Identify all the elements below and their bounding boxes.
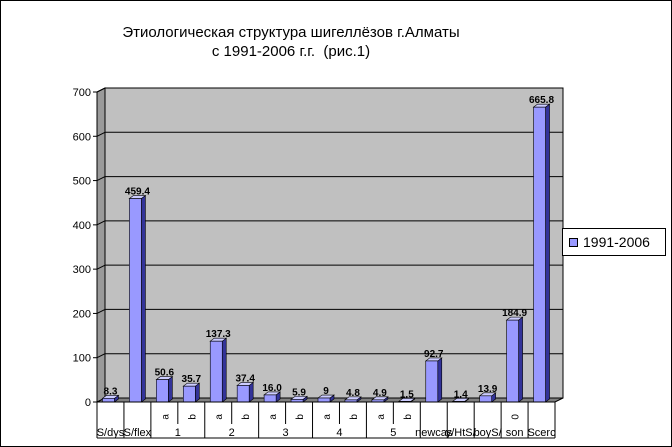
- y-tick-label: 0: [85, 397, 91, 409]
- x-sub-label: b: [403, 414, 414, 420]
- gridline-depth: [96, 87, 106, 93]
- gridline-depth: [96, 176, 106, 182]
- x-sub-label: a: [214, 414, 225, 420]
- data-label: 4.9: [373, 388, 387, 399]
- data-label: 459.4: [125, 187, 150, 198]
- y-tick-label: 300: [73, 264, 91, 276]
- gridline-depth: [96, 131, 106, 137]
- x-group-label: Scerc: [527, 427, 556, 439]
- bar-side: [248, 381, 254, 403]
- y-tick-label: 200: [73, 308, 91, 320]
- x-group-label: 3: [283, 427, 289, 439]
- bar-series: 8.3 459.4 50.6 35.7 137.3 37.4 16.0 5.9 9 4.8 4.9 1…: [101, 95, 554, 403]
- data-label: 8.3: [104, 386, 118, 397]
- y-tick-label: 700: [73, 87, 91, 99]
- gridline-depth: [96, 264, 106, 270]
- data-label: 92.7: [424, 349, 444, 360]
- x-sub-label: a: [376, 414, 387, 420]
- data-label: 50.6: [155, 368, 175, 379]
- x-group-label: son: [506, 427, 524, 439]
- x-group-label: 5: [390, 427, 396, 439]
- chart-title: Этиологическая структура шигеллёзов г.Ал…: [1, 23, 581, 61]
- legend-label: 1991-2006: [583, 234, 650, 250]
- y-tick-label: 600: [73, 131, 91, 143]
- bar-side: [545, 103, 550, 403]
- gridline-depth: [96, 220, 106, 226]
- bar: [209, 340, 223, 403]
- bar-side: [437, 357, 443, 403]
- data-label: 1.4: [454, 389, 468, 400]
- data-label: 13.9: [478, 384, 498, 395]
- chart-title-line1: Этиологическая структура шигеллёзов г.Ал…: [122, 24, 460, 41]
- x-group-label: boyS/: [474, 427, 503, 439]
- x-group-label: S/dys: [97, 427, 125, 439]
- data-label: 1.5: [400, 389, 414, 400]
- data-label: 16.0: [262, 383, 282, 394]
- plot-back-wall: [104, 87, 564, 399]
- x-sub-label: a: [160, 414, 171, 420]
- x-group-label: 2: [229, 427, 235, 439]
- bar: [156, 379, 169, 403]
- bar-side: [141, 194, 146, 403]
- data-label: 37.4: [235, 373, 255, 384]
- data-label: 5.9: [292, 387, 306, 398]
- legend-swatch: [569, 238, 578, 247]
- x-group-label: newcas: [415, 427, 453, 439]
- y-tick-label: 500: [73, 176, 91, 188]
- x-sub-label: b: [295, 414, 306, 420]
- bar: [102, 398, 115, 403]
- data-label: 137.3: [206, 329, 231, 340]
- bar: [506, 319, 519, 403]
- x-group-label: S/flex: [124, 427, 152, 439]
- x-group-label: 4: [336, 427, 342, 439]
- x-sub-label: b: [241, 414, 252, 420]
- bar: [236, 385, 250, 403]
- x-sub-label: b: [187, 414, 198, 420]
- data-label: 184.9: [502, 308, 527, 319]
- bar: [479, 395, 492, 403]
- bar: [533, 106, 546, 403]
- bar: [317, 397, 331, 403]
- y-tick-label: 100: [73, 353, 91, 365]
- data-label: 35.7: [182, 374, 202, 385]
- bar: [263, 394, 277, 403]
- plot-side-wall: [96, 87, 106, 403]
- x-sub-label: b: [349, 414, 360, 420]
- data-label: 4.8: [346, 388, 360, 399]
- gridline-depth: [96, 353, 106, 359]
- y-tick-label: 400: [73, 220, 91, 232]
- bar: [425, 360, 439, 403]
- bar-side: [518, 316, 523, 403]
- bar: [182, 385, 196, 403]
- gridline-depth: [96, 308, 106, 314]
- bar: [129, 198, 142, 403]
- x-group-label: y/HtS/: [446, 427, 477, 439]
- x-sub-label: a: [322, 414, 333, 420]
- x-sub-label: a: [268, 414, 279, 420]
- data-label: 665.8: [529, 95, 554, 106]
- legend: 1991-2006: [562, 228, 666, 256]
- bar-side: [221, 337, 227, 403]
- data-label: 9: [323, 386, 329, 397]
- bar-side: [168, 375, 173, 403]
- chart-title-line2: с 1991-2006 г.г. (рис.1): [211, 43, 371, 60]
- x-group-label: 1: [175, 427, 181, 439]
- x-sub-label: 0: [511, 414, 522, 420]
